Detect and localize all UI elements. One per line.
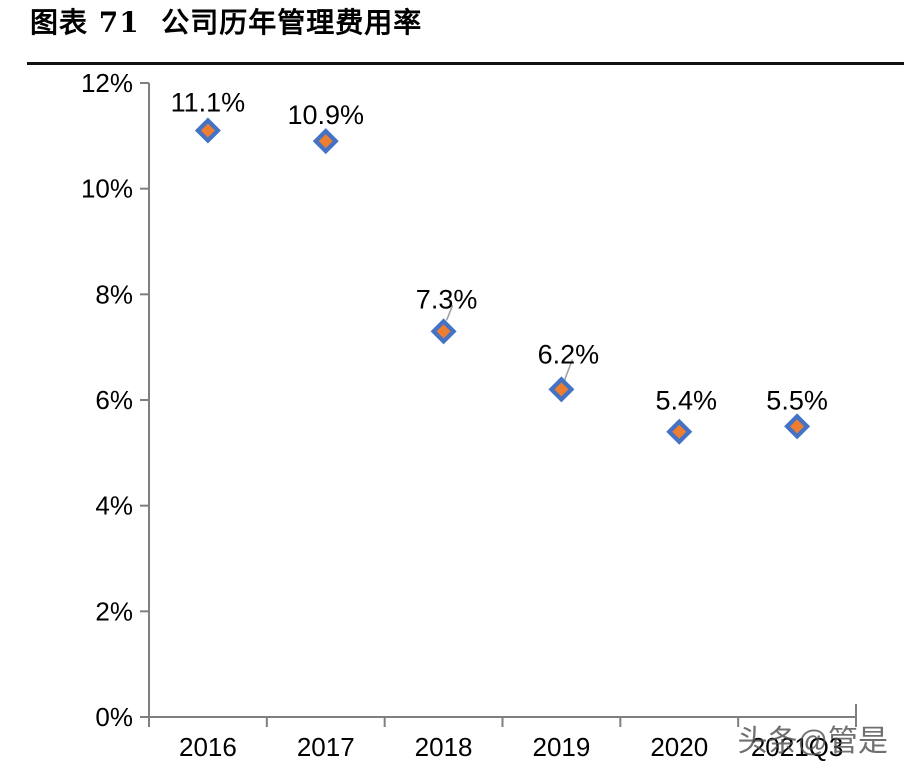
x-tick-label-2016: 2016 <box>179 732 237 762</box>
y-tick-label: 2% <box>95 596 133 626</box>
y-tick-label: 0% <box>95 702 133 732</box>
x-tick-label-2017: 2017 <box>297 732 355 762</box>
title-divider <box>27 62 904 65</box>
x-tick-label-2021Q3: 2021Q3 <box>751 732 844 762</box>
x-tick-label-2019: 2019 <box>532 732 590 762</box>
data-label-2017: 10.9% <box>287 100 364 130</box>
data-label-2020: 5.4% <box>655 386 717 416</box>
marker-2016 <box>200 123 215 138</box>
label-leader-line <box>563 359 574 381</box>
chart-canvas: 0% 2% 4% 6% 8% 10% 12% 2016 2017 2018 2019 2020 2021… <box>0 68 904 771</box>
data-label-2018: 7.3% <box>416 284 478 314</box>
marker-2018 <box>436 324 451 339</box>
label-leader-line <box>445 305 454 321</box>
marker-2021Q3 <box>790 419 805 434</box>
x-tick-label-2018: 2018 <box>415 732 473 762</box>
y-tick-label: 10% <box>81 174 133 204</box>
y-tick-label: 8% <box>95 279 133 309</box>
data-label-2019: 6.2% <box>538 339 600 369</box>
y-tick-label: 12% <box>81 70 133 98</box>
data-label-2016: 11.1% <box>171 88 246 118</box>
x-tick-label-2020: 2020 <box>650 732 708 762</box>
marker-2017 <box>318 134 333 149</box>
y-tick-label: 4% <box>95 491 133 521</box>
marker-2019 <box>554 382 569 397</box>
y-tick-label: 6% <box>95 385 133 415</box>
data-label-2021Q3: 5.5% <box>766 385 828 415</box>
chart-plot: 0% 2% 4% 6% 8% 10% 12% 2016 2017 2018 2019 2020 2021… <box>81 68 857 762</box>
marker-2020 <box>672 424 687 439</box>
chart-title: 图表 71 公司历年管理费用率 <box>30 6 423 39</box>
